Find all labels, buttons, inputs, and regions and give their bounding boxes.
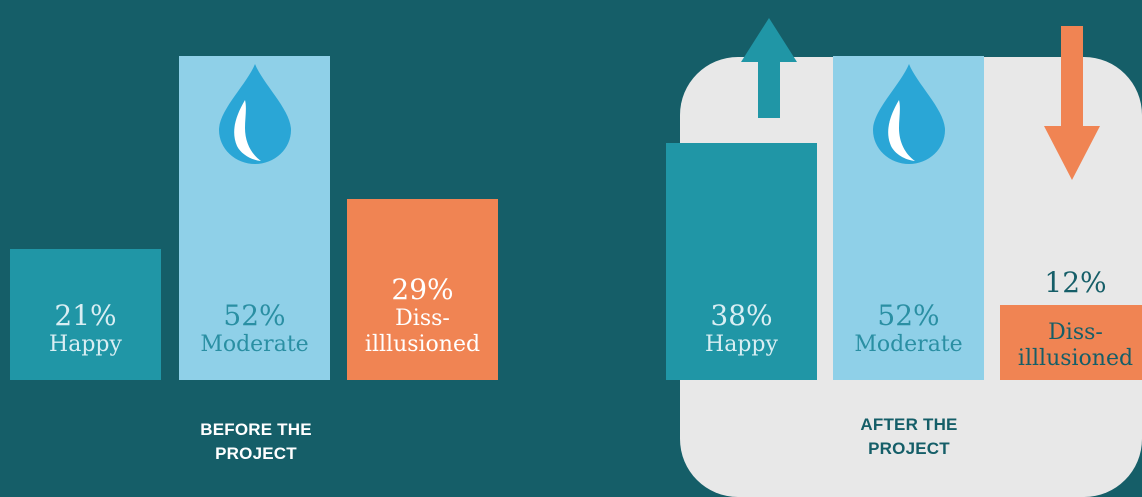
- after-project-title: AFTER THE PROJECT: [860, 415, 958, 458]
- data-label: 52%: [877, 299, 940, 332]
- before-moderate-text: 52% Moderate: [179, 300, 330, 358]
- water-drop-icon: [218, 64, 291, 164]
- after-disillusioned-text: Diss-illlusioned: [1000, 320, 1142, 372]
- before-happy-bar: 21% Happy: [10, 249, 161, 380]
- data-label: 12%: [1044, 266, 1107, 299]
- category-label: illlusioned: [364, 332, 481, 357]
- before-project-title: BEFORE THE PROJECT: [200, 420, 312, 463]
- category-label: Happy: [49, 332, 122, 357]
- after-disillusioned-bar: Diss-illlusioned: [1000, 305, 1142, 380]
- data-label: 29%: [391, 273, 454, 306]
- category-label: Moderate: [200, 332, 309, 357]
- increase-arrow-icon: [741, 18, 797, 118]
- category-label: Happy: [705, 332, 778, 357]
- water-drop-icon: [872, 64, 945, 164]
- before-disillusioned-text: 29% Diss-illlusioned: [347, 274, 498, 358]
- data-label: 52%: [223, 299, 286, 332]
- decrease-arrow-icon: [1044, 26, 1100, 180]
- before-disillusioned-bar: 29% Diss-illlusioned: [347, 199, 498, 380]
- category-label: Diss-: [1048, 320, 1103, 345]
- data-label: 38%: [710, 299, 773, 332]
- category-label: Diss-: [395, 306, 450, 331]
- category-label: illlusioned: [1017, 346, 1134, 371]
- after-happy-bar: 38% Happy: [666, 143, 817, 380]
- after-happy-text: 38% Happy: [666, 300, 817, 358]
- after-moderate-text: 52% Moderate: [833, 300, 984, 358]
- category-label: Moderate: [854, 332, 963, 357]
- data-label: 21%: [54, 299, 117, 332]
- chart-canvas: 21% Happy 52% Moderate 29% Diss-illlusioned BE…: [10, 18, 1142, 497]
- before-happy-text: 21% Happy: [10, 300, 161, 358]
